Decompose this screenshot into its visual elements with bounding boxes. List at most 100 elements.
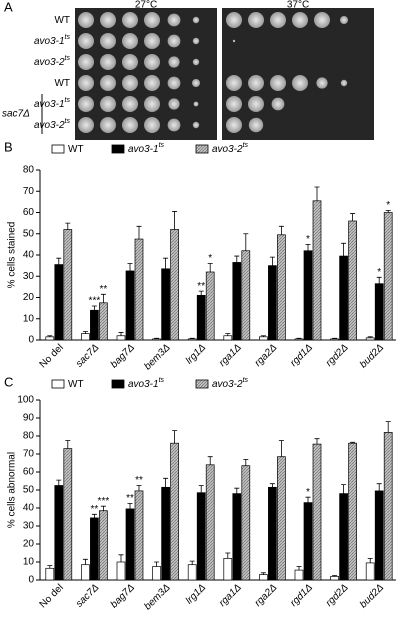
bar [268,265,277,341]
error-bar [189,337,195,339]
colony-spot [226,117,242,133]
error-bar [154,337,160,339]
colony-spot [144,117,160,133]
colony-spot [100,54,116,70]
panel-letter: A [4,0,13,14]
bar [205,464,215,581]
y-tick-label: 100 [17,395,34,406]
error-bar [314,438,320,445]
error-bar [207,263,213,272]
y-tick-label: 70 [23,186,35,197]
label-text: avo3-2 [34,120,65,131]
x-tick-label: lrg1Δ [184,582,209,607]
bar [294,338,304,341]
bar [330,338,339,341]
bar [259,336,268,341]
error-bar [367,336,373,338]
error-bar [269,483,275,488]
bar [54,264,64,341]
label-superscript: ts [65,118,71,125]
colony-spot [122,117,138,133]
bar [339,493,348,581]
x-tick-label: rgd2Δ [324,582,351,609]
error-bar [278,440,284,457]
legend-swatch [111,379,125,389]
colony-spot [78,12,94,28]
bar [223,335,233,341]
bar [365,337,375,341]
bar [303,502,313,581]
colony-spot [192,37,200,45]
x-tick-label: No del [38,342,66,370]
colony-spot [100,33,116,49]
legend-label: avo3-2ts [212,377,249,389]
colony-spot [167,13,181,27]
y-axis-label: % cells abnormal [7,452,18,528]
x-tick-label: bud2Δ [358,582,386,610]
y-tick-label: 30 [23,271,35,282]
label-text: avo3-1 [128,379,159,390]
error-bar [234,255,240,263]
x-tick-label: bem3Δ [142,342,172,372]
significance-label: * [208,253,212,264]
bar [161,268,170,341]
error-bar [296,337,302,339]
bar [365,562,375,581]
label-text: avo3-1 [34,99,65,110]
colony-spot [100,12,116,28]
bar [277,234,286,341]
error-bar [172,430,178,444]
colony-spot [78,33,94,49]
error-bar [225,552,231,559]
bar [134,490,144,581]
error-bar [118,554,124,562]
bar [374,490,384,581]
error-bar [385,209,391,213]
x-tick-label: rgd1Δ [288,582,315,609]
colony-spot [226,96,242,112]
bar [232,493,242,581]
significance-label: * [306,234,310,245]
y-tick-label: 90 [23,413,35,424]
x-tick-label: rga1Δ [217,582,244,609]
label-superscript: ts [65,55,71,62]
significance-label: ** [197,281,205,292]
x-tick-label: bag7Δ [109,582,137,610]
legend-label: avo3-1ts [128,377,165,389]
bar [268,486,277,581]
legend-label: avo3-1ts [128,142,165,154]
error-bar [296,566,302,571]
legend-swatch [195,379,209,389]
colony-spot [270,12,286,28]
bar [152,338,161,341]
strain-label: avo3-1ts [34,34,71,46]
strain-label: WT [54,15,70,26]
error-bar [91,513,97,518]
error-bar [260,572,266,575]
colony-spot [314,12,330,28]
strain-label: avo3-2ts [34,55,71,67]
legend-swatch [51,144,65,154]
bar [116,335,126,341]
bar [383,432,393,581]
significance-label: ** [91,504,99,515]
colony-spot [226,12,242,28]
strain-label: avo3-2ts [34,118,71,130]
y-tick-label: 40 [23,503,35,514]
colony-spot [292,75,308,91]
colony-spot [270,75,286,91]
bar [81,333,90,341]
error-bar [269,256,275,266]
legend-label: WT [68,379,84,390]
group-label: sac7Δ [2,109,30,120]
bar [330,576,339,581]
y-tick-label: 20 [23,292,35,303]
label-text: avo3-2 [212,379,243,390]
y-tick-label: 30 [23,521,35,532]
y-tick-label: 50 [23,485,35,496]
error-bar [56,257,62,265]
strain-label: WT [54,78,70,89]
bar [383,212,393,341]
significance-label: * [386,200,390,211]
colony-spot [122,96,138,112]
